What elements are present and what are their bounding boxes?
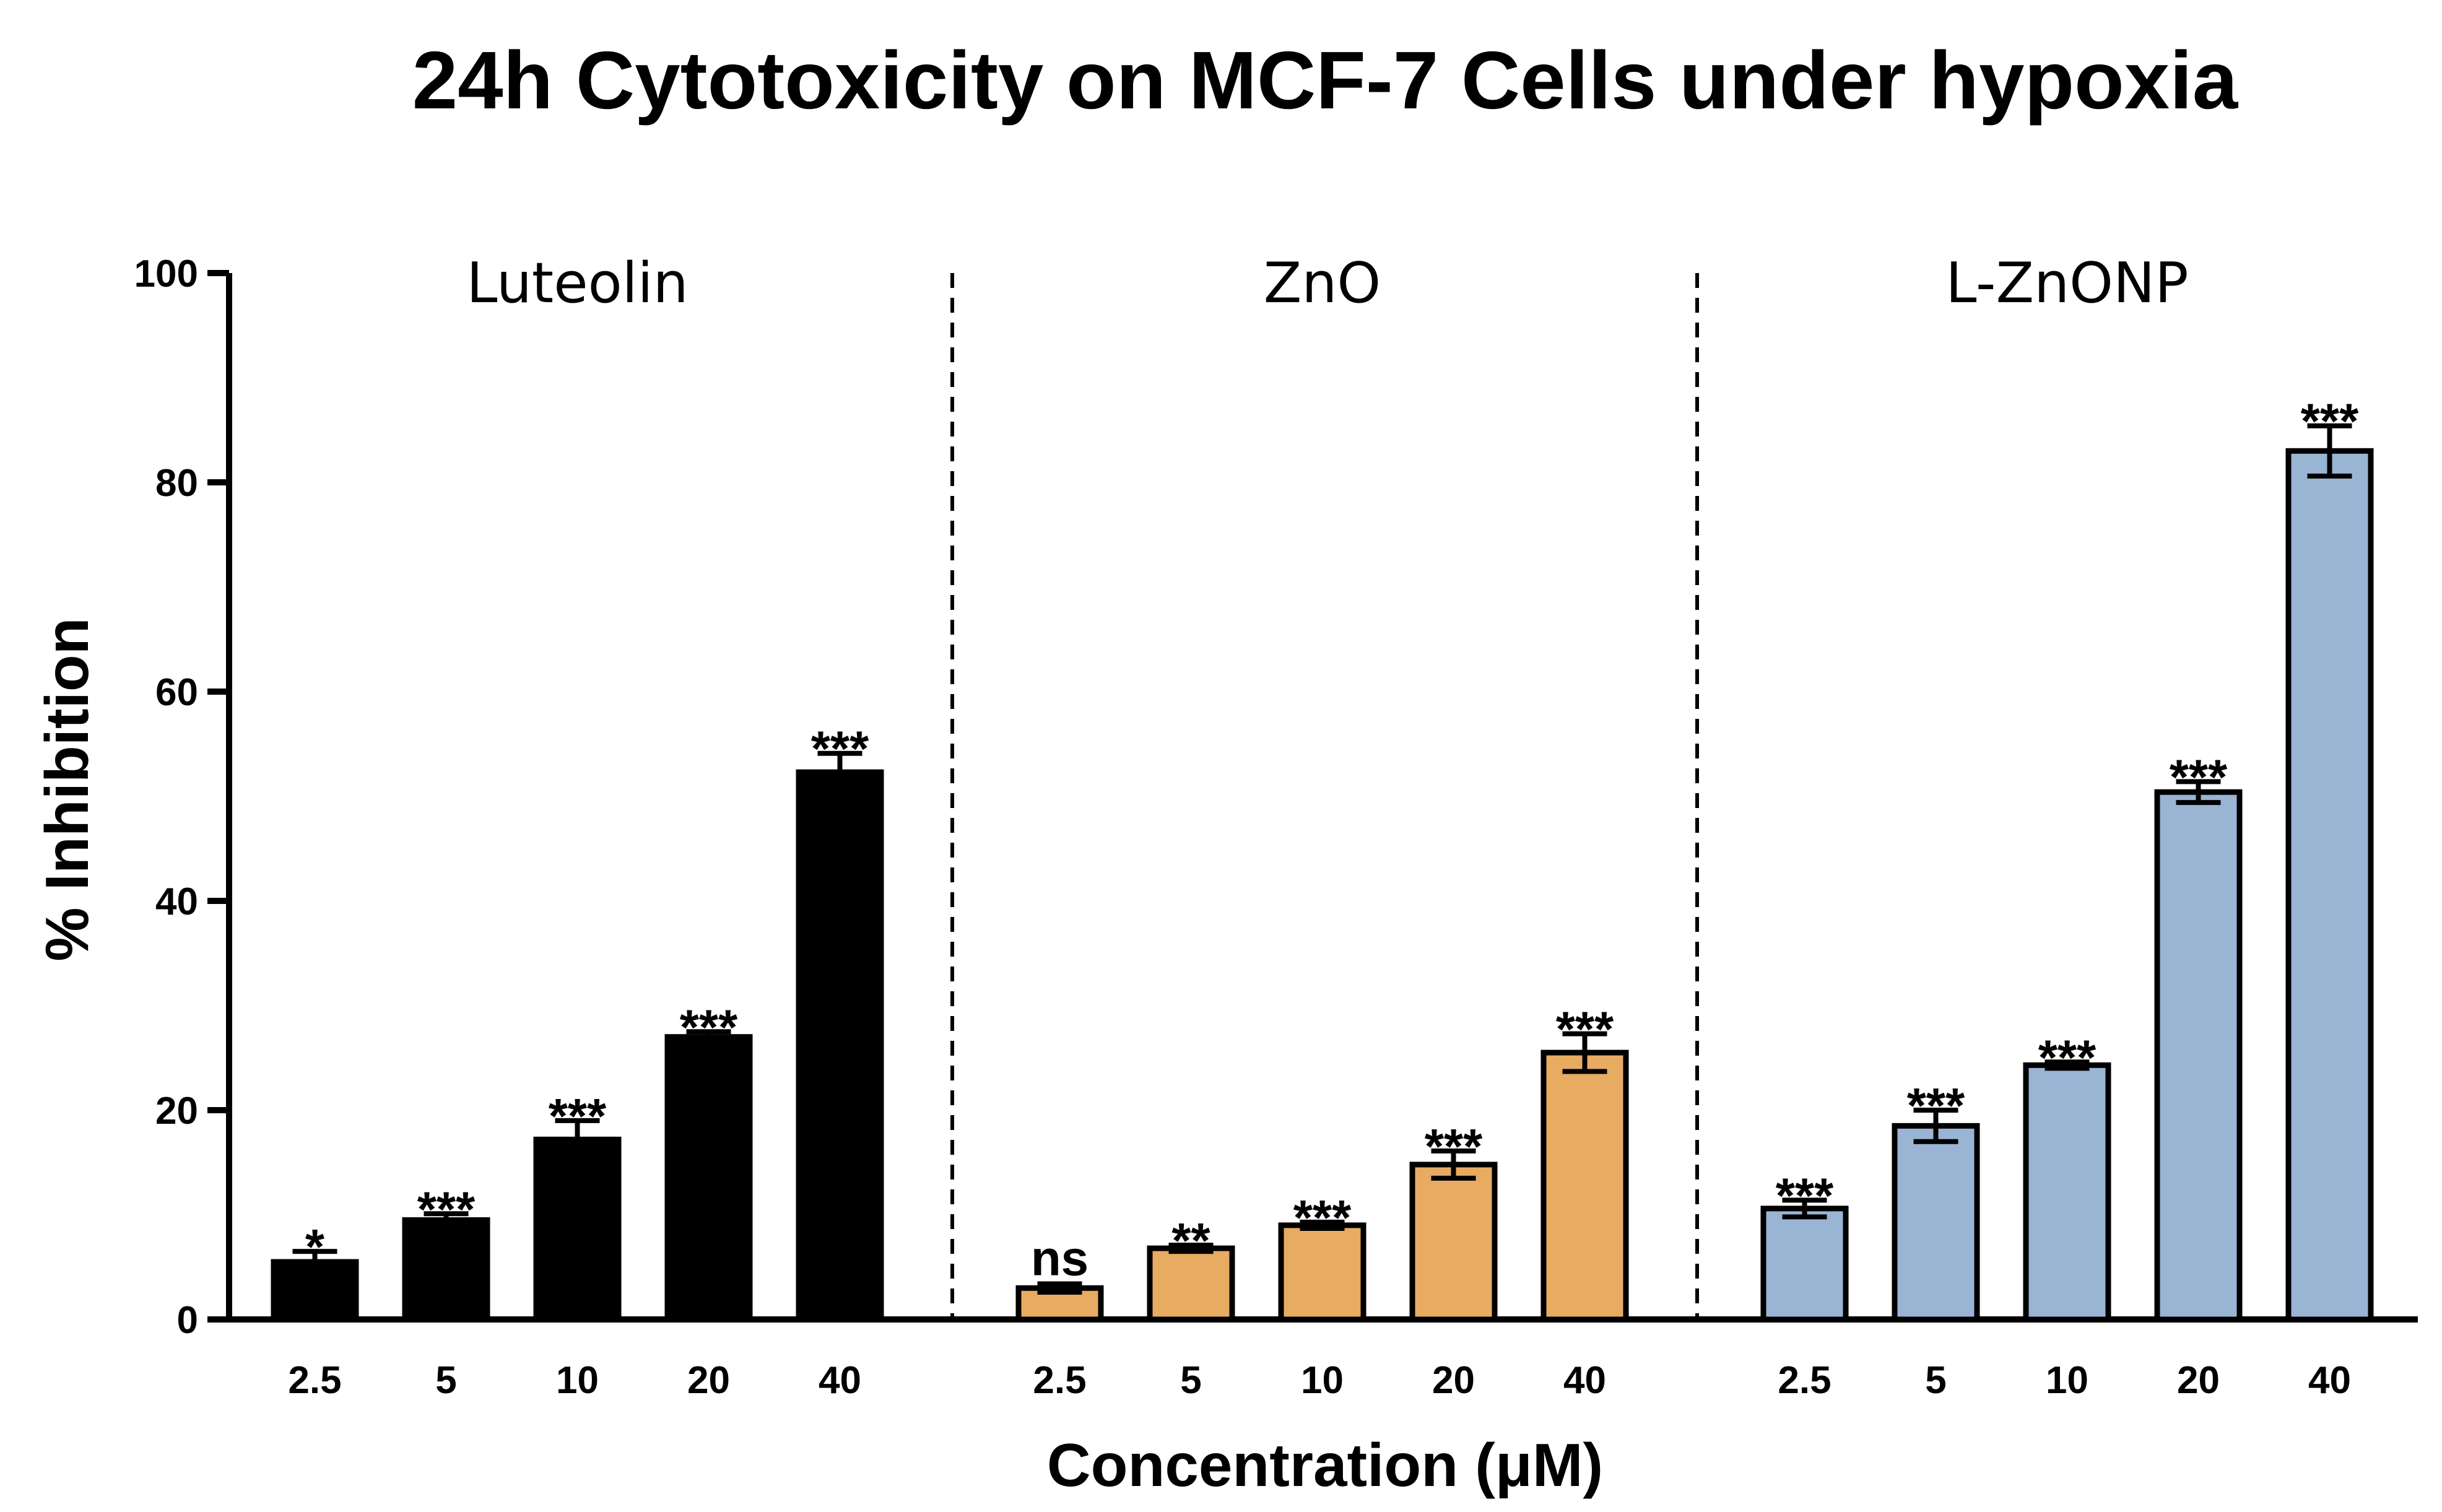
significance-label: *** (811, 721, 869, 776)
plot-area: 0 20 40 60 80 100 Luteolin * 2.5 *** 5 *** 10 *** 20 **… (134, 251, 2418, 1402)
x-tick-label: 2.5 (1778, 1359, 1831, 1402)
bar (796, 769, 884, 1323)
x-tick-label: 20 (2177, 1359, 2220, 1402)
bar (1409, 1162, 1498, 1323)
bar (2023, 1062, 2111, 1323)
significance-label: *** (2301, 394, 2359, 449)
x-tick-label: 20 (1432, 1359, 1475, 1402)
significance-label: *** (680, 999, 738, 1054)
significance-label: *** (2170, 749, 2228, 804)
significance-label: *** (1425, 1119, 1483, 1174)
significance-label: *** (417, 1181, 476, 1236)
x-tick-label: 2.5 (288, 1359, 341, 1402)
group-label: ZnO (1264, 251, 1381, 316)
significance-label: *** (2038, 1030, 2097, 1085)
x-tick-label: 5 (1180, 1359, 1201, 1402)
bar (533, 1136, 622, 1323)
significance-label: *** (1556, 1002, 1614, 1057)
x-tick-label: 5 (435, 1359, 456, 1402)
x-tick-label: 40 (2308, 1359, 2351, 1402)
x-tick-label: 2.5 (1033, 1359, 1086, 1402)
x-tick-label: 10 (1301, 1359, 1344, 1402)
y-tick-label: 40 (155, 880, 198, 923)
x-tick-label: 20 (687, 1359, 730, 1402)
bar (1892, 1123, 1980, 1323)
y-axis-title: % Inhibition (33, 617, 101, 961)
y-tick-label: 100 (134, 253, 198, 295)
bar (664, 1034, 753, 1323)
x-tick-label: 40 (819, 1359, 861, 1402)
significance-label: ** (1171, 1213, 1210, 1268)
significance-label: * (305, 1219, 325, 1274)
y-tick-label: 0 (177, 1299, 198, 1342)
significance-label: *** (1907, 1078, 1965, 1133)
group-label: Luteolin (466, 251, 688, 316)
x-tick-label: 10 (2046, 1359, 2088, 1402)
y-tick-label: 60 (155, 671, 198, 714)
significance-label: *** (1293, 1190, 1352, 1245)
significance-label: *** (549, 1088, 607, 1144)
chart-title: 24h Cytotoxicity on MCF-7 Cells under hy… (412, 35, 2239, 126)
bar (1540, 1049, 1629, 1323)
x-tick-label: 5 (1925, 1359, 1946, 1402)
bar (1760, 1206, 1849, 1323)
significance-label: *** (1776, 1168, 1834, 1223)
y-tick-label: 20 (155, 1090, 198, 1132)
bar (2154, 789, 2243, 1323)
x-tick-label: 10 (556, 1359, 599, 1402)
significance-label: ns (1031, 1231, 1088, 1286)
x-axis-title: Concentration (μM) (1047, 1431, 1603, 1499)
y-tick-label: 80 (155, 462, 198, 505)
group-label: L-ZnONP (1945, 251, 2188, 316)
bar (2285, 448, 2374, 1323)
x-tick-label: 40 (1563, 1359, 1606, 1402)
